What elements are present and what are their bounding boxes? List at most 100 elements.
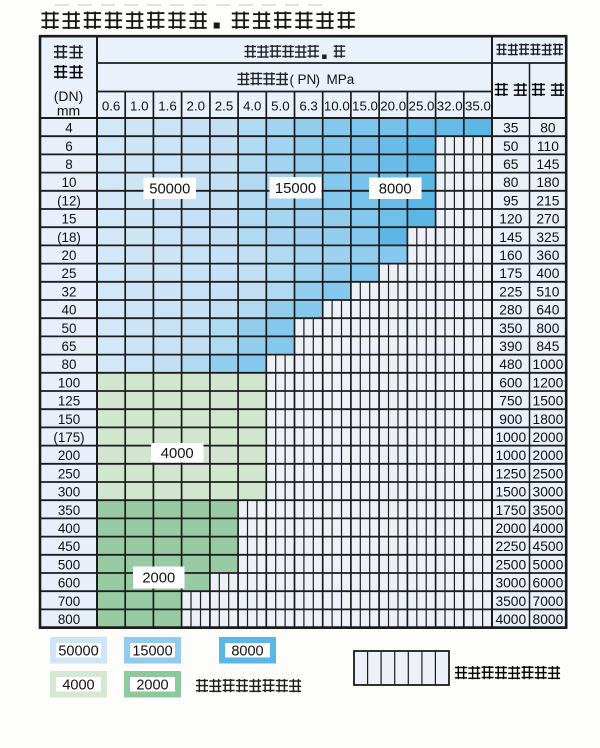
- svg-text:4500: 4500: [533, 539, 564, 554]
- svg-text:50: 50: [62, 321, 77, 336]
- svg-text:3500: 3500: [533, 503, 564, 518]
- svg-text:1000: 1000: [495, 430, 526, 445]
- svg-text:2250: 2250: [495, 539, 526, 554]
- svg-text:4000: 4000: [161, 446, 194, 462]
- svg-text:1250: 1250: [495, 466, 526, 481]
- svg-text:50000: 50000: [58, 644, 98, 660]
- svg-text:450: 450: [58, 539, 80, 554]
- svg-text:280: 280: [499, 303, 522, 318]
- svg-text:270: 270: [536, 212, 559, 227]
- svg-text:7000: 7000: [533, 594, 564, 609]
- svg-text:640: 640: [536, 303, 559, 318]
- svg-text:(: (: [290, 73, 295, 88]
- svg-text:95: 95: [503, 193, 519, 208]
- svg-text:350: 350: [58, 503, 80, 518]
- svg-text:25: 25: [62, 266, 77, 281]
- svg-text:40: 40: [62, 303, 77, 318]
- svg-text:8000: 8000: [231, 644, 263, 660]
- svg-text:250: 250: [58, 466, 80, 481]
- svg-text:32: 32: [62, 284, 77, 299]
- svg-text:2000: 2000: [495, 521, 526, 536]
- svg-text:800: 800: [58, 612, 80, 627]
- svg-text:1800: 1800: [533, 412, 564, 427]
- svg-text:160: 160: [499, 248, 522, 263]
- svg-text:4000: 4000: [495, 612, 526, 627]
- svg-text:2000: 2000: [533, 448, 564, 463]
- svg-text:145: 145: [499, 230, 522, 245]
- svg-text:3000: 3000: [533, 485, 564, 500]
- svg-text:15000: 15000: [275, 181, 316, 197]
- svg-text:mm: mm: [57, 103, 80, 119]
- svg-text:5000: 5000: [533, 557, 564, 572]
- svg-text:65: 65: [503, 157, 519, 172]
- svg-text:6.3: 6.3: [299, 99, 318, 114]
- svg-text:2.0: 2.0: [187, 99, 206, 114]
- svg-text:25.0: 25.0: [409, 99, 435, 114]
- svg-text:1000: 1000: [495, 448, 526, 463]
- svg-text:32.0: 32.0: [437, 99, 463, 114]
- svg-text:(175): (175): [53, 430, 84, 445]
- svg-text:125: 125: [58, 394, 80, 409]
- svg-text:300: 300: [58, 485, 80, 500]
- svg-text:845: 845: [536, 339, 559, 354]
- svg-text:2500: 2500: [533, 466, 564, 481]
- svg-text:750: 750: [499, 394, 522, 409]
- svg-text:1000: 1000: [533, 357, 564, 372]
- svg-text:80: 80: [540, 121, 556, 136]
- svg-text:2500: 2500: [495, 557, 526, 572]
- svg-text:1750: 1750: [495, 503, 526, 518]
- svg-text:800: 800: [536, 321, 559, 336]
- svg-text:20.0: 20.0: [380, 99, 406, 114]
- svg-text:MPa: MPa: [327, 72, 355, 87]
- svg-text:3000: 3000: [495, 576, 526, 591]
- svg-text:80: 80: [503, 175, 519, 190]
- svg-text:110: 110: [537, 139, 559, 154]
- svg-text:(18): (18): [57, 230, 81, 245]
- svg-text:PN: PN: [298, 72, 317, 87]
- svg-text:15: 15: [62, 212, 77, 227]
- svg-text:120: 120: [499, 212, 522, 227]
- svg-text:225: 225: [499, 284, 522, 299]
- svg-text:1500: 1500: [533, 394, 564, 409]
- svg-text:10: 10: [62, 175, 77, 190]
- svg-text:6: 6: [65, 139, 72, 154]
- svg-text:400: 400: [58, 521, 80, 536]
- svg-text:150: 150: [58, 412, 80, 427]
- svg-text:50: 50: [503, 139, 519, 154]
- svg-text:10.0: 10.0: [324, 99, 350, 114]
- svg-text:4000: 4000: [62, 678, 94, 694]
- svg-text:145: 145: [536, 157, 559, 172]
- svg-text:4: 4: [65, 121, 73, 136]
- svg-text:510: 510: [536, 284, 559, 299]
- svg-text:325: 325: [536, 230, 559, 245]
- svg-text:2000: 2000: [136, 678, 168, 694]
- svg-text:180: 180: [536, 175, 559, 190]
- svg-text:1.6: 1.6: [158, 99, 177, 114]
- svg-text:35.0: 35.0: [465, 99, 491, 114]
- svg-text:5.0: 5.0: [271, 99, 290, 114]
- svg-text:1.0: 1.0: [130, 99, 149, 114]
- svg-text:100: 100: [58, 375, 80, 390]
- svg-text:(12): (12): [57, 193, 81, 208]
- svg-text:20: 20: [62, 248, 77, 263]
- svg-text:1500: 1500: [495, 485, 526, 500]
- svg-text:500: 500: [58, 557, 80, 572]
- svg-text:0.6: 0.6: [102, 99, 121, 114]
- svg-text:900: 900: [499, 412, 522, 427]
- svg-text:600: 600: [499, 375, 522, 390]
- svg-text:50000: 50000: [149, 181, 190, 197]
- svg-text:360: 360: [536, 248, 559, 263]
- svg-text:80: 80: [62, 357, 77, 372]
- svg-text:1200: 1200: [533, 375, 564, 390]
- svg-text:6000: 6000: [533, 576, 564, 591]
- svg-text:200: 200: [58, 448, 80, 463]
- svg-text:15.0: 15.0: [352, 99, 378, 114]
- svg-text:2.5: 2.5: [215, 99, 234, 114]
- svg-text:2000: 2000: [142, 571, 175, 587]
- svg-text:215: 215: [536, 193, 559, 208]
- svg-text:2000: 2000: [533, 430, 564, 445]
- svg-text:480: 480: [499, 357, 522, 372]
- svg-text:8000: 8000: [533, 612, 564, 627]
- svg-text:8000: 8000: [379, 181, 412, 197]
- svg-text:600: 600: [58, 576, 80, 591]
